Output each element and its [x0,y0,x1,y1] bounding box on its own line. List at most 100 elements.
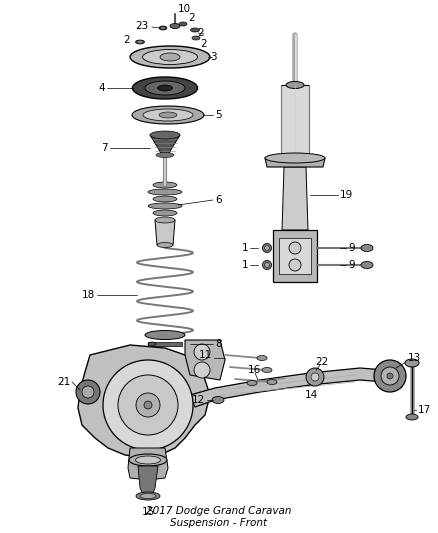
Circle shape [306,368,324,386]
Polygon shape [282,167,308,230]
Circle shape [374,360,406,392]
Text: 14: 14 [305,390,318,400]
Text: 5: 5 [215,110,222,120]
Circle shape [82,386,94,398]
Ellipse shape [135,40,145,44]
Circle shape [311,373,319,381]
Ellipse shape [361,262,373,269]
Ellipse shape [192,36,200,40]
Ellipse shape [265,246,269,251]
Polygon shape [138,466,158,496]
Ellipse shape [156,152,174,157]
Polygon shape [128,448,168,480]
Text: 3: 3 [210,52,217,62]
Text: 9: 9 [348,243,355,253]
Text: 9: 9 [348,260,355,270]
Ellipse shape [133,77,198,99]
Polygon shape [148,342,182,346]
Text: 16: 16 [248,365,261,375]
Circle shape [118,375,178,435]
Ellipse shape [405,359,419,367]
Text: 17: 17 [418,405,431,415]
Polygon shape [190,368,385,407]
Circle shape [289,242,301,254]
Ellipse shape [406,414,418,420]
Circle shape [136,393,160,417]
Ellipse shape [136,492,160,500]
Ellipse shape [212,397,224,403]
Ellipse shape [145,330,185,340]
Ellipse shape [132,106,204,124]
Ellipse shape [153,182,177,188]
Ellipse shape [140,494,156,498]
Ellipse shape [157,243,173,247]
Polygon shape [265,158,325,167]
Polygon shape [281,85,309,160]
Ellipse shape [286,82,304,88]
Text: 2: 2 [188,13,194,23]
Text: 10: 10 [178,4,191,14]
Circle shape [289,259,301,271]
Ellipse shape [153,196,177,202]
Ellipse shape [158,85,173,91]
Ellipse shape [159,112,177,118]
Ellipse shape [150,131,180,139]
Text: 1: 1 [241,260,248,270]
Text: 18: 18 [82,290,95,300]
Text: 19: 19 [340,190,353,200]
Ellipse shape [262,244,272,253]
Ellipse shape [148,203,182,209]
Ellipse shape [170,23,180,28]
Ellipse shape [143,109,193,121]
Circle shape [194,362,210,378]
Text: 6: 6 [215,195,222,205]
Text: 1: 1 [241,243,248,253]
Text: 2: 2 [124,35,130,45]
Ellipse shape [148,342,156,346]
Ellipse shape [179,22,187,26]
Ellipse shape [267,379,277,384]
Ellipse shape [265,153,325,163]
Text: 23: 23 [135,21,148,31]
Ellipse shape [262,261,272,270]
Text: 8: 8 [215,339,222,349]
Ellipse shape [137,41,143,44]
Ellipse shape [135,456,160,464]
Text: 15: 15 [141,507,155,517]
Ellipse shape [142,50,198,64]
Polygon shape [155,220,175,245]
Ellipse shape [155,217,175,223]
Text: 4: 4 [99,83,105,93]
Polygon shape [279,238,311,274]
Polygon shape [150,135,180,155]
Circle shape [76,380,100,404]
Text: 13: 13 [408,353,421,363]
Polygon shape [78,345,210,458]
Circle shape [381,367,399,385]
Text: 7: 7 [101,143,108,153]
Ellipse shape [265,262,269,268]
Ellipse shape [191,28,199,32]
Circle shape [103,360,193,450]
Ellipse shape [159,26,167,30]
Ellipse shape [257,356,267,360]
Ellipse shape [361,245,373,252]
Ellipse shape [130,46,210,68]
Ellipse shape [160,53,180,61]
Ellipse shape [148,189,182,195]
Ellipse shape [129,454,167,466]
Ellipse shape [262,367,272,373]
Ellipse shape [153,210,177,216]
Text: 22: 22 [315,357,328,367]
Text: 2: 2 [200,39,207,49]
Ellipse shape [247,381,257,385]
Circle shape [194,344,210,360]
Circle shape [387,373,393,379]
Circle shape [144,401,152,409]
Text: 2: 2 [197,28,204,38]
Polygon shape [273,230,317,282]
Polygon shape [185,340,225,380]
Text: 21: 21 [57,377,70,387]
Ellipse shape [145,81,185,95]
Text: 12: 12 [192,395,205,405]
